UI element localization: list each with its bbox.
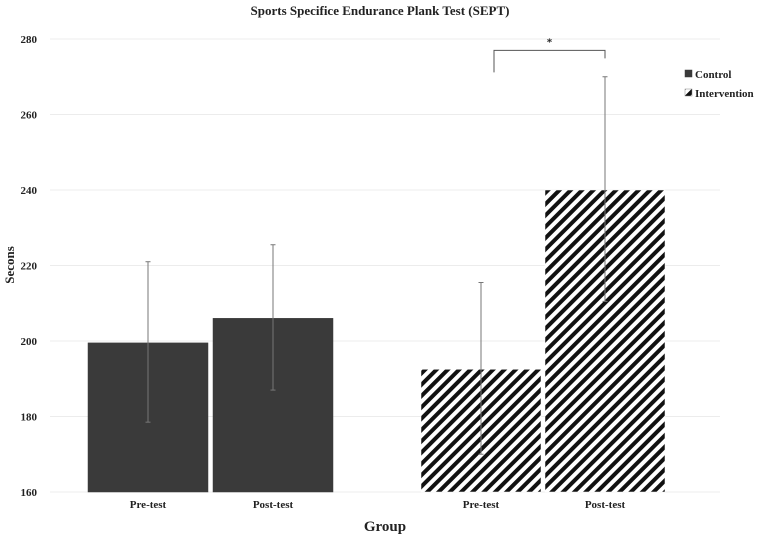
legend: Control Intervention — [684, 69, 754, 100]
y-tick-label-240: 240 — [21, 185, 38, 197]
significance-bracket — [493, 49, 606, 73]
y-tick-label-200: 200 — [21, 336, 38, 348]
category-label-intervention-post-test: Post-test — [585, 499, 626, 511]
y-tick-label-260: 260 — [21, 110, 38, 122]
y-tick-label-160: 160 — [21, 487, 38, 499]
x-axis-label: Group — [364, 519, 406, 535]
category-label-intervention-pre-test: Pre-test — [463, 499, 500, 511]
category-labels: Pre-test Post-test Pre-test Post-test — [130, 499, 626, 511]
category-label-control-post-test: Post-test — [253, 499, 294, 511]
annotations: * — [493, 36, 606, 73]
y-tick-label-280: 280 — [21, 34, 38, 46]
y-tick-label-180: 180 — [21, 412, 38, 424]
y-axis-label: Secons — [2, 246, 17, 284]
category-label-control-pre-test: Pre-test — [130, 499, 167, 511]
legend-label-intervention: Intervention — [695, 88, 754, 100]
y-tick-label-220: 220 — [21, 261, 38, 273]
y-axis-ticks: 160 180 200 220 240 260 280 — [21, 34, 38, 499]
error-bars — [145, 76, 608, 455]
significance-marker: * — [547, 36, 553, 48]
chart-title: Sports Specifice Endurance Plank Test (S… — [251, 3, 510, 18]
legend-swatch-intervention — [684, 88, 693, 97]
legend-swatch-control — [684, 69, 693, 78]
legend-label-control: Control — [695, 69, 731, 81]
